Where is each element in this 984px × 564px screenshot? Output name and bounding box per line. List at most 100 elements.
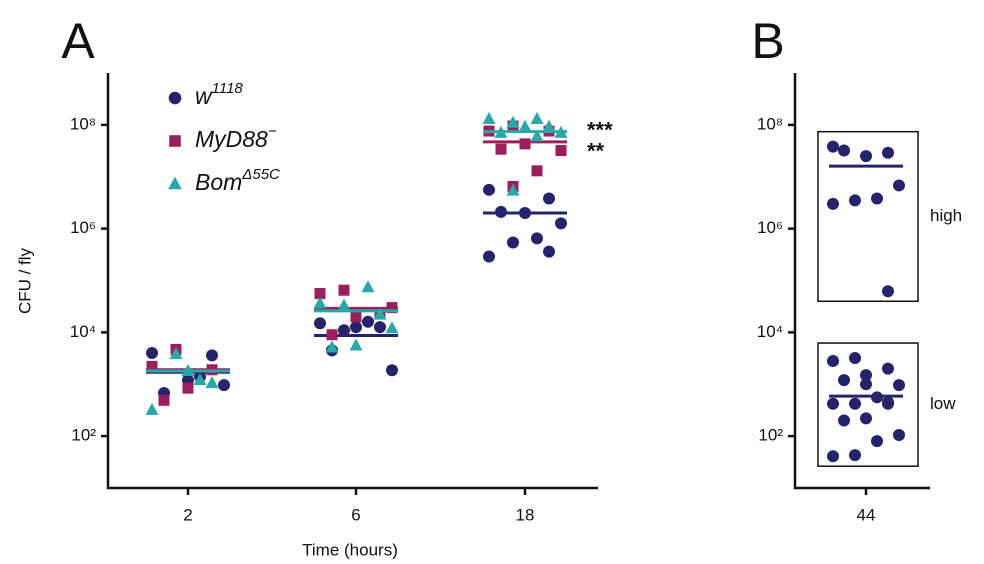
point: [374, 321, 386, 334]
point: [338, 324, 350, 337]
y-tick-label: 10⁴: [70, 322, 96, 341]
point: [169, 135, 181, 147]
legend-name: MyD88: [195, 126, 268, 152]
point: [338, 284, 350, 296]
point: [555, 145, 567, 157]
x-tick-label: 18: [516, 505, 535, 524]
point: [849, 352, 861, 365]
point: [849, 449, 861, 462]
point: [530, 111, 544, 124]
point: [218, 379, 230, 392]
point: [827, 397, 839, 410]
point: [849, 397, 861, 410]
point: [882, 285, 894, 298]
legend-label: MyD88−: [195, 123, 277, 152]
group-box: [817, 130, 919, 303]
point: [860, 369, 872, 382]
legend-superscript: 1118: [212, 80, 244, 97]
point: [350, 311, 362, 323]
point: [849, 194, 861, 207]
point: [337, 298, 351, 311]
group-label: low: [930, 394, 956, 413]
point: [169, 347, 183, 360]
x-tick-label: 2: [183, 505, 192, 524]
point: [838, 374, 850, 387]
point: [361, 280, 375, 293]
x-tick-label: 6: [351, 505, 360, 524]
y-tick-label: 10⁶: [70, 218, 96, 237]
point: [860, 150, 872, 163]
legend-superscript: Δ55C: [241, 166, 280, 183]
point: [385, 321, 399, 334]
point: [482, 111, 496, 124]
point: [827, 355, 839, 368]
point: [518, 119, 532, 132]
point: [483, 250, 495, 263]
point: [206, 349, 218, 362]
point: [882, 146, 894, 159]
point: [506, 115, 520, 128]
point: [205, 376, 219, 389]
point: [146, 360, 158, 372]
point: [373, 307, 387, 320]
point: [145, 402, 159, 415]
point: [531, 165, 543, 177]
point: [871, 435, 883, 448]
significance: **: [587, 139, 605, 164]
point: [827, 140, 839, 153]
point: [483, 183, 495, 196]
point: [543, 245, 555, 258]
point: [325, 340, 339, 353]
legend-superscript: −: [268, 123, 277, 140]
x-tick-label: 44: [857, 505, 876, 524]
legend-name: w: [195, 83, 213, 109]
legend-label: w1118: [195, 80, 243, 109]
point: [158, 394, 170, 406]
panel-label: B: [751, 13, 784, 69]
point: [386, 364, 398, 377]
point: [827, 197, 839, 210]
point: [860, 412, 872, 425]
point: [838, 144, 850, 157]
y-axis-label: CFU / fly: [15, 247, 34, 314]
group-box: [817, 342, 919, 467]
point: [168, 91, 182, 105]
point: [146, 347, 158, 360]
legend-label: BomΔ55C: [195, 166, 280, 195]
group-label: high: [930, 206, 962, 225]
point: [350, 321, 362, 334]
point: [507, 236, 519, 249]
point: [193, 373, 207, 386]
point: [893, 379, 905, 392]
y-tick-label: 10⁶: [757, 218, 783, 237]
point: [314, 288, 326, 300]
point: [326, 329, 338, 341]
point: [893, 429, 905, 442]
point: [543, 192, 555, 205]
point: [871, 192, 883, 205]
point: [495, 143, 507, 155]
y-tick-label: 10²: [758, 426, 783, 445]
point: [349, 338, 363, 351]
legend-name: Bom: [195, 169, 242, 195]
point: [542, 119, 556, 132]
point: [182, 382, 194, 394]
significance: ***: [587, 117, 613, 142]
x-axis-label: Time (hours): [302, 540, 398, 559]
y-tick-label: 10⁸: [70, 114, 96, 133]
point: [314, 317, 326, 330]
point: [893, 179, 905, 192]
point: [168, 176, 182, 190]
point: [882, 396, 894, 409]
point: [860, 378, 872, 391]
point: [882, 362, 894, 375]
point: [531, 232, 543, 245]
y-tick-label: 10⁴: [757, 322, 783, 341]
point: [838, 414, 850, 427]
point: [313, 296, 327, 309]
point: [362, 315, 374, 328]
point: [555, 217, 567, 230]
point: [827, 450, 839, 463]
